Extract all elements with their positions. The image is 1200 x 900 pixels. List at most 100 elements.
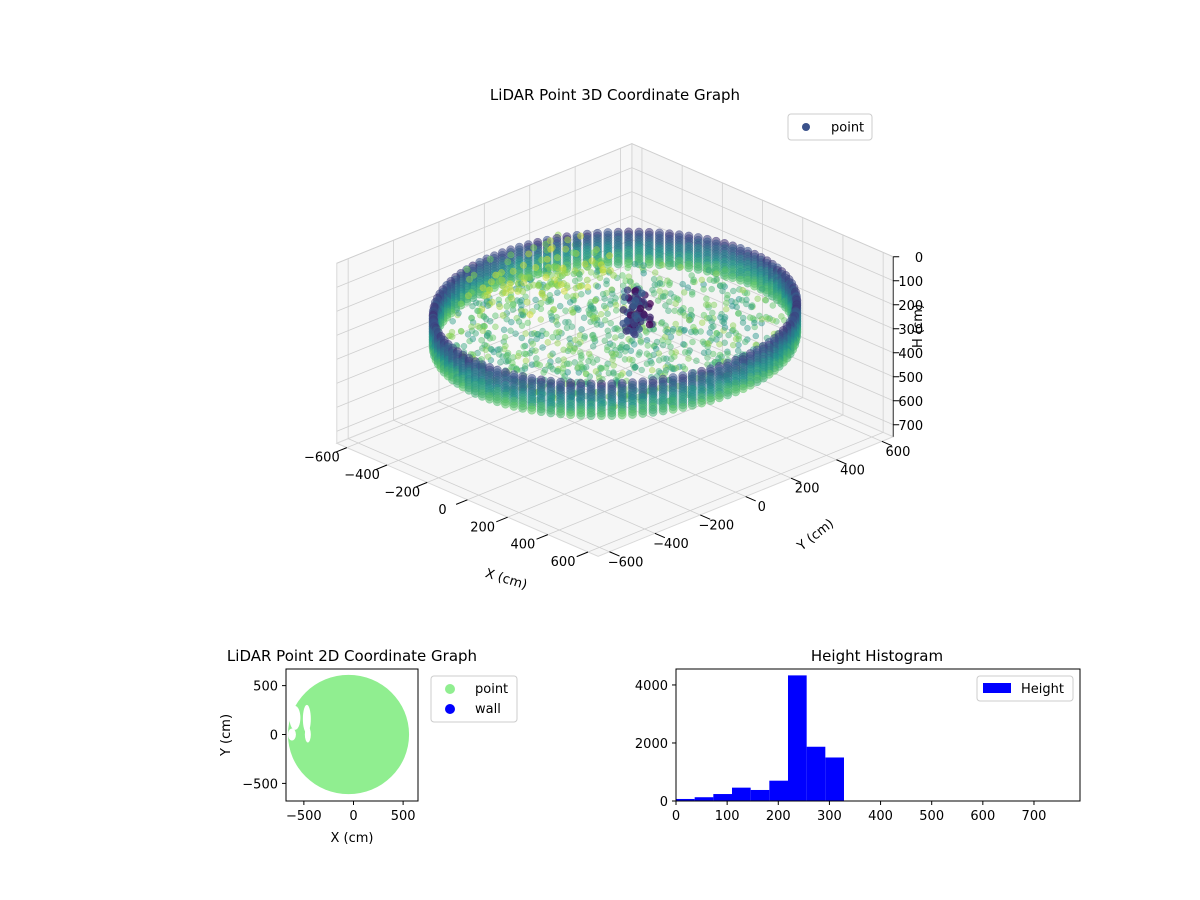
data-point xyxy=(555,365,562,373)
chart-3d: LiDAR Point 3D Coordinate Graph −600 −400… xyxy=(304,86,926,593)
data-point xyxy=(529,340,537,348)
data-point xyxy=(769,302,777,309)
grid-line xyxy=(587,252,884,553)
y-tick-mark xyxy=(609,551,620,557)
data-point xyxy=(603,346,611,354)
data-point xyxy=(504,357,512,365)
data-point xyxy=(543,330,550,338)
y-tick-label: 2000 xyxy=(635,737,668,752)
data-point xyxy=(697,328,704,335)
x-tick-mark xyxy=(335,447,348,453)
data-point xyxy=(487,278,495,286)
data-point xyxy=(671,307,678,315)
data-point xyxy=(631,364,638,372)
data-point xyxy=(584,283,592,291)
data-point xyxy=(669,327,676,335)
data-point xyxy=(604,360,611,368)
data-point xyxy=(475,307,482,315)
data-point xyxy=(612,346,619,354)
data-point xyxy=(644,259,654,269)
data-point xyxy=(634,259,644,269)
data-point xyxy=(624,259,634,269)
data-point xyxy=(527,405,537,415)
y-tick-label: 0 xyxy=(660,795,668,810)
data-point xyxy=(729,302,736,310)
data-point xyxy=(569,292,577,300)
data-point xyxy=(721,283,728,290)
data-point xyxy=(751,323,758,331)
data-point xyxy=(587,298,595,306)
data-point xyxy=(591,297,599,305)
data-point xyxy=(600,302,608,310)
data-point xyxy=(537,305,545,313)
data-point xyxy=(662,327,669,334)
chart-3d-title: LiDAR Point 3D Coordinate Graph xyxy=(490,86,740,104)
data-point xyxy=(480,313,488,320)
data-point xyxy=(571,345,579,353)
data-point xyxy=(532,347,539,354)
data-point xyxy=(524,319,532,327)
histogram-bar xyxy=(769,780,788,801)
chart-3d-legend-marker xyxy=(802,123,810,131)
data-point xyxy=(520,343,527,350)
x-tick-label: 200 xyxy=(766,809,791,824)
data-point xyxy=(562,318,569,326)
data-point xyxy=(483,332,491,339)
data-point xyxy=(720,319,728,327)
data-point xyxy=(729,322,737,329)
data-point xyxy=(585,350,593,358)
data-point xyxy=(621,348,629,355)
data-point xyxy=(448,328,456,336)
data-point xyxy=(619,370,626,377)
data-point xyxy=(578,366,586,373)
data-point xyxy=(482,346,490,354)
data-point xyxy=(639,264,646,271)
data-point xyxy=(652,345,660,353)
grid-line xyxy=(547,235,844,535)
x-tick-label: 200 xyxy=(470,520,495,535)
data-point xyxy=(582,364,590,371)
data-point xyxy=(468,323,475,330)
data-point xyxy=(601,295,608,302)
y-tick-label: 0 xyxy=(758,500,766,515)
data-point xyxy=(564,236,572,244)
data-point xyxy=(577,349,584,356)
data-point xyxy=(599,290,607,298)
y-tick-mark xyxy=(836,459,847,465)
data-point xyxy=(675,326,682,333)
data-point xyxy=(604,310,611,318)
data-point xyxy=(500,338,508,345)
data-point xyxy=(560,287,568,295)
data-point xyxy=(720,327,727,334)
data-point xyxy=(569,348,577,355)
data-point xyxy=(649,286,656,294)
data-point xyxy=(646,352,653,360)
data-point xyxy=(671,353,678,360)
data-point xyxy=(687,400,697,410)
data-point xyxy=(582,370,590,378)
data-point xyxy=(538,256,546,264)
data-point xyxy=(605,332,612,339)
data-point xyxy=(609,290,616,298)
z-tick-label: 500 xyxy=(898,371,923,386)
data-point xyxy=(708,318,715,325)
data-point xyxy=(734,310,742,317)
data-point xyxy=(631,363,639,371)
data-point xyxy=(525,283,533,290)
chart-3d-points xyxy=(428,227,802,421)
data-point xyxy=(518,307,526,315)
x-tick-label: 0 xyxy=(438,503,446,518)
data-point xyxy=(474,349,481,357)
data-point xyxy=(724,350,731,358)
data-point xyxy=(610,271,617,279)
x-tick-label: −500 xyxy=(286,809,322,824)
data-point xyxy=(628,337,636,344)
data-point xyxy=(738,297,746,304)
data-point xyxy=(619,272,626,279)
chart-2d-legend-marker-point xyxy=(445,684,455,694)
data-point xyxy=(610,370,617,377)
data-point xyxy=(523,298,531,306)
data-point xyxy=(586,301,594,308)
data-point xyxy=(571,359,579,366)
data-point xyxy=(724,348,731,356)
